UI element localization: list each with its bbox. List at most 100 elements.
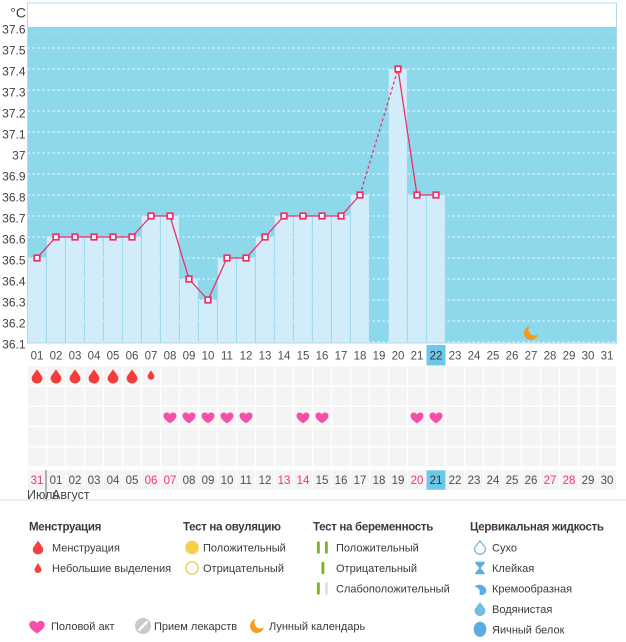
svg-text:°C: °C bbox=[10, 5, 26, 21]
svg-text:25: 25 bbox=[506, 475, 519, 487]
svg-text:03: 03 bbox=[88, 475, 101, 487]
svg-text:Тест на овуляцию: Тест на овуляцию bbox=[183, 522, 281, 534]
svg-text:15: 15 bbox=[316, 475, 329, 487]
svg-text:36.7: 36.7 bbox=[2, 212, 26, 226]
svg-text:30: 30 bbox=[582, 351, 595, 363]
svg-text:Отрицательный: Отрицательный bbox=[203, 563, 284, 575]
svg-text:25: 25 bbox=[487, 351, 500, 363]
svg-text:Сухо: Сухо bbox=[492, 543, 517, 555]
svg-text:21: 21 bbox=[411, 351, 424, 363]
svg-text:Положительный: Положительный bbox=[203, 543, 286, 555]
svg-text:Прием лекарств: Прием лекарств bbox=[154, 621, 237, 633]
svg-text:Тест на беременность: Тест на беременность bbox=[313, 522, 433, 534]
svg-text:12: 12 bbox=[259, 475, 272, 487]
svg-text:Половой акт: Половой акт bbox=[51, 621, 115, 633]
svg-text:Август: Август bbox=[52, 488, 90, 502]
svg-text:31: 31 bbox=[31, 475, 44, 487]
svg-text:05: 05 bbox=[126, 475, 139, 487]
svg-text:06: 06 bbox=[126, 351, 139, 363]
svg-text:37: 37 bbox=[12, 149, 26, 163]
svg-text:01: 01 bbox=[31, 351, 44, 363]
svg-text:Яичный белок: Яичный белок bbox=[492, 624, 565, 636]
svg-text:36.9: 36.9 bbox=[2, 170, 26, 184]
svg-text:36.4: 36.4 bbox=[2, 275, 26, 289]
svg-text:02: 02 bbox=[50, 351, 63, 363]
svg-text:Клейкая: Клейкая bbox=[492, 563, 534, 575]
svg-text:Водянистая: Водянистая bbox=[492, 604, 552, 616]
svg-text:09: 09 bbox=[202, 475, 215, 487]
svg-text:37.4: 37.4 bbox=[2, 65, 26, 79]
svg-text:37.3: 37.3 bbox=[2, 86, 26, 100]
svg-text:37.1: 37.1 bbox=[2, 128, 26, 142]
svg-text:26: 26 bbox=[525, 475, 538, 487]
svg-text:16: 16 bbox=[335, 475, 348, 487]
svg-text:23: 23 bbox=[449, 351, 462, 363]
svg-text:12: 12 bbox=[240, 351, 253, 363]
svg-text:Небольшие выделения: Небольшие выделения bbox=[52, 563, 171, 575]
svg-text:22: 22 bbox=[449, 475, 462, 487]
svg-text:17: 17 bbox=[335, 351, 348, 363]
svg-text:36.6: 36.6 bbox=[2, 233, 26, 247]
svg-text:37.2: 37.2 bbox=[2, 107, 26, 121]
svg-text:27: 27 bbox=[525, 351, 538, 363]
svg-text:05: 05 bbox=[107, 351, 120, 363]
svg-text:Отрицательный: Отрицательный bbox=[336, 563, 417, 575]
svg-text:22: 22 bbox=[430, 351, 443, 363]
svg-text:08: 08 bbox=[164, 351, 177, 363]
svg-text:24: 24 bbox=[487, 475, 500, 487]
svg-text:19: 19 bbox=[392, 475, 405, 487]
svg-text:18: 18 bbox=[354, 351, 367, 363]
svg-text:19: 19 bbox=[373, 351, 386, 363]
svg-text:Июль: Июль bbox=[27, 488, 59, 502]
svg-text:04: 04 bbox=[88, 351, 101, 363]
svg-text:37.5: 37.5 bbox=[2, 44, 26, 58]
svg-text:20: 20 bbox=[411, 475, 424, 487]
svg-text:03: 03 bbox=[69, 351, 82, 363]
svg-text:30: 30 bbox=[601, 475, 614, 487]
svg-text:29: 29 bbox=[563, 351, 576, 363]
svg-text:13: 13 bbox=[259, 351, 272, 363]
svg-text:07: 07 bbox=[164, 475, 177, 487]
svg-text:37.6: 37.6 bbox=[2, 23, 26, 37]
svg-text:36.8: 36.8 bbox=[2, 191, 26, 205]
svg-text:31: 31 bbox=[601, 351, 614, 363]
svg-text:36.3: 36.3 bbox=[2, 296, 26, 310]
svg-text:Кремообразная: Кремообразная bbox=[492, 584, 572, 596]
svg-text:Менструация: Менструация bbox=[29, 522, 101, 534]
svg-text:04: 04 bbox=[107, 475, 120, 487]
svg-text:18: 18 bbox=[373, 475, 386, 487]
svg-text:36.5: 36.5 bbox=[2, 254, 26, 268]
svg-text:01: 01 bbox=[50, 475, 63, 487]
svg-text:17: 17 bbox=[354, 475, 367, 487]
svg-text:07: 07 bbox=[145, 351, 158, 363]
svg-text:10: 10 bbox=[221, 475, 234, 487]
svg-text:14: 14 bbox=[278, 351, 291, 363]
svg-text:02: 02 bbox=[69, 475, 82, 487]
svg-text:Цервикальная жидкость: Цервикальная жидкость bbox=[470, 522, 604, 534]
svg-text:20: 20 bbox=[392, 351, 405, 363]
svg-text:16: 16 bbox=[316, 351, 329, 363]
svg-text:11: 11 bbox=[221, 351, 233, 363]
svg-text:14: 14 bbox=[297, 475, 310, 487]
svg-text:28: 28 bbox=[563, 475, 576, 487]
svg-text:06: 06 bbox=[145, 475, 158, 487]
svg-text:24: 24 bbox=[468, 351, 481, 363]
svg-text:36.2: 36.2 bbox=[2, 317, 26, 331]
svg-text:27: 27 bbox=[544, 475, 557, 487]
svg-text:28: 28 bbox=[544, 351, 557, 363]
svg-text:26: 26 bbox=[506, 351, 519, 363]
svg-text:Лунный календарь: Лунный календарь bbox=[269, 621, 366, 633]
svg-text:11: 11 bbox=[240, 475, 252, 487]
svg-text:23: 23 bbox=[468, 475, 481, 487]
svg-text:13: 13 bbox=[278, 475, 291, 487]
svg-text:29: 29 bbox=[582, 475, 595, 487]
svg-text:Слабоположительный: Слабоположительный bbox=[336, 584, 450, 596]
svg-text:09: 09 bbox=[183, 351, 196, 363]
svg-text:36.1: 36.1 bbox=[2, 338, 26, 352]
svg-text:08: 08 bbox=[183, 475, 196, 487]
svg-text:21: 21 bbox=[430, 475, 443, 487]
svg-text:Положительный: Положительный bbox=[336, 543, 419, 555]
svg-text:10: 10 bbox=[202, 351, 215, 363]
svg-text:Менструация: Менструация bbox=[52, 543, 120, 555]
svg-text:15: 15 bbox=[297, 351, 310, 363]
